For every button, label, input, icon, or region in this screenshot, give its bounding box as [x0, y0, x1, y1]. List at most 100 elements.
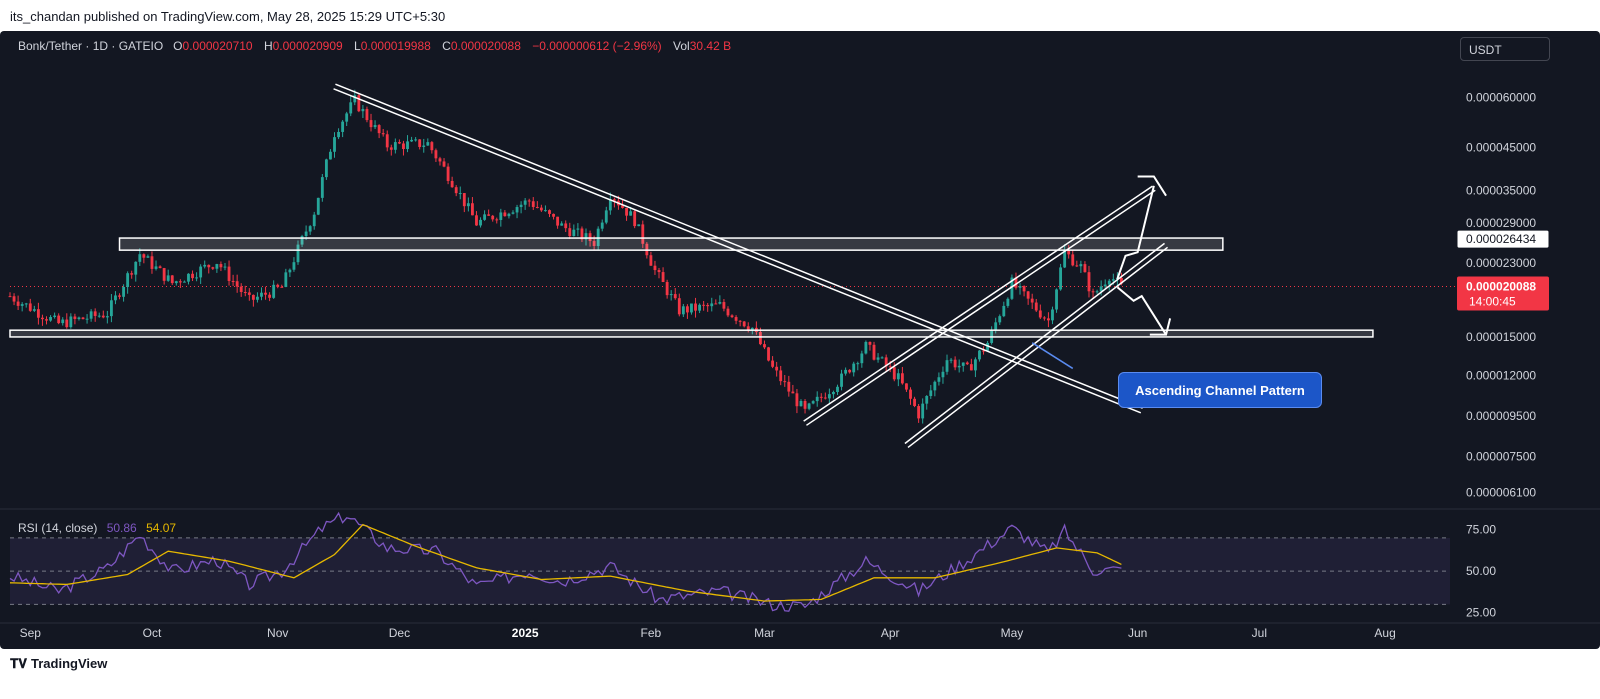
candle-body	[1103, 284, 1107, 287]
candle-body	[1034, 302, 1038, 311]
candle-body	[32, 309, 36, 311]
candle-body	[406, 141, 409, 150]
candle-body	[612, 199, 616, 201]
candle-body	[329, 151, 332, 160]
high-label: H	[263, 39, 273, 53]
candle-body	[730, 315, 734, 318]
candle-body	[823, 397, 827, 399]
tradingview-logo[interactable]: 𝐓𝐕 TradingView	[10, 656, 107, 672]
time-tick-label: Oct	[143, 626, 162, 640]
time-tick-label: Mar	[754, 626, 775, 640]
candle-body	[604, 210, 608, 223]
candle-body	[20, 304, 24, 306]
candle-body	[187, 273, 190, 282]
breakdown-arrow[interactable]	[1116, 286, 1167, 336]
candle-body	[929, 390, 933, 396]
candle-body	[787, 381, 791, 392]
rsi-ma-line[interactable]	[9, 523, 1122, 602]
candle-body	[799, 400, 803, 407]
candle-body	[852, 363, 856, 373]
candle-body	[1030, 298, 1034, 303]
candle-body	[949, 359, 953, 361]
candle-body	[495, 219, 499, 221]
candle-body	[414, 139, 418, 141]
current-price-label-box	[1457, 276, 1549, 311]
candle-body	[397, 142, 401, 144]
candle-body	[917, 406, 921, 419]
candle-body	[921, 403, 925, 419]
chart-frame[interactable]: 0.000060000 0.000045000 0.000035000 0.00002…	[0, 31, 1600, 649]
annotation-callout[interactable]: Ascending Channel Pattern	[1118, 372, 1322, 408]
candle-body	[1063, 250, 1067, 268]
channel-upper-line[interactable]	[803, 185, 1156, 426]
candle-body	[479, 219, 482, 226]
candle-body	[247, 292, 251, 295]
descending-trendline[interactable]	[333, 83, 1143, 414]
candle-body	[203, 264, 207, 267]
channel-lower-line[interactable]	[904, 242, 1169, 449]
currency-button[interactable]: USDT	[1460, 37, 1550, 61]
candle-body	[969, 364, 973, 371]
countdown-text: 14:00:45	[1469, 295, 1516, 309]
breakdown-arrow-head[interactable]	[1149, 318, 1172, 336]
candle-body	[783, 381, 787, 383]
candle-body	[771, 360, 775, 367]
candle-body	[296, 244, 300, 263]
grid-layer	[0, 286, 1600, 624]
candle-body	[264, 292, 267, 295]
rsi-value: 50.86	[106, 521, 137, 535]
candle-body	[1055, 289, 1058, 310]
candle-body	[8, 296, 12, 298]
candle-body	[827, 394, 831, 399]
symbol-name[interactable]: Bonk/Tether · 1D · GATEIO	[18, 39, 164, 53]
candle-body	[560, 223, 564, 226]
candle-body	[637, 224, 641, 227]
candle-body	[763, 344, 766, 348]
rsi-title[interactable]: RSI (14, close)	[18, 521, 98, 535]
candle-body	[292, 262, 296, 270]
candle-body	[215, 264, 219, 269]
candle-body	[734, 317, 738, 321]
breakout-arrow[interactable]	[1116, 185, 1155, 280]
candle-body	[572, 229, 576, 237]
candle-body	[775, 366, 779, 371]
candle-body	[600, 222, 604, 229]
candle-body	[795, 393, 799, 407]
candle-body	[109, 300, 113, 317]
candle-body	[978, 350, 981, 360]
candle-body	[211, 267, 215, 269]
support-zone[interactable]	[9, 329, 1374, 338]
candle-body	[1087, 272, 1091, 292]
breakout-arrow-head[interactable]	[1137, 175, 1167, 197]
drawing-layer	[9, 83, 1374, 449]
candle-body	[803, 400, 807, 409]
candle-body	[860, 353, 864, 364]
candle-body	[933, 381, 937, 391]
candle-body	[738, 320, 742, 322]
candle-body	[681, 306, 685, 315]
candle-body	[539, 207, 543, 211]
resistance-zone[interactable]	[118, 237, 1224, 251]
candle-body	[1014, 277, 1018, 288]
candle-body	[361, 109, 365, 112]
candle-body	[154, 266, 158, 269]
candle-body	[791, 391, 795, 394]
candle-body	[1059, 267, 1063, 290]
candle-body	[702, 304, 706, 306]
candle-body	[864, 341, 868, 354]
candle-body	[694, 303, 697, 311]
candle-body	[483, 214, 487, 220]
time-tick-label: May	[1001, 626, 1024, 640]
candle-body	[649, 255, 653, 266]
price-tick-label: 0.000015000	[1466, 330, 1536, 344]
candle-body	[36, 309, 40, 318]
candle-body	[434, 150, 438, 159]
chart-canvas[interactable]: 0.000060000 0.000045000 0.000035000 0.00002…	[0, 31, 1600, 649]
time-tick-label: Dec	[389, 626, 410, 640]
candle-body	[304, 231, 308, 237]
candle-body	[880, 357, 884, 359]
candle-body	[300, 236, 304, 245]
candle-body	[685, 306, 689, 313]
candle-body	[341, 121, 345, 132]
candle-body	[134, 261, 138, 275]
